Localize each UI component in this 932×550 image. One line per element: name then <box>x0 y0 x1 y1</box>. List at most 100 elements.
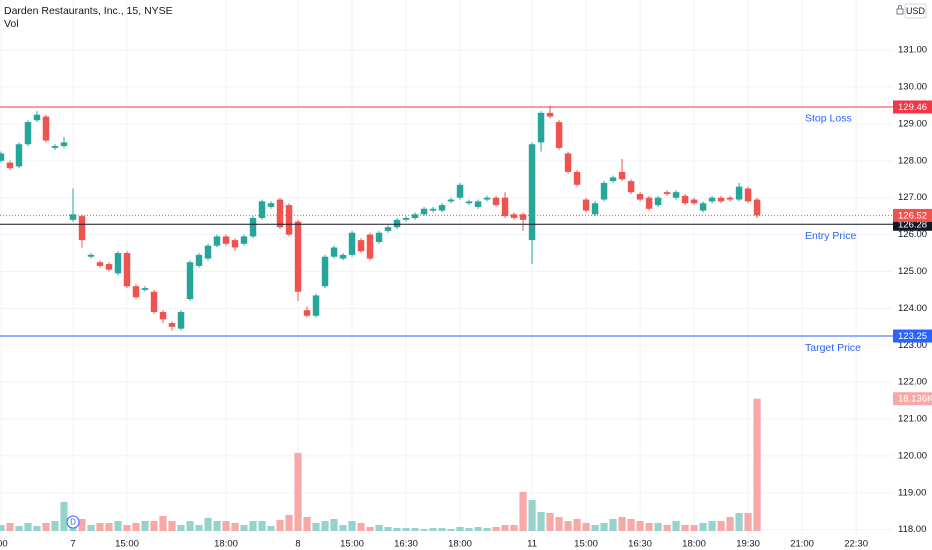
candle-body <box>105 264 113 270</box>
volume-bar <box>582 522 590 531</box>
volume-bar <box>168 521 176 531</box>
dividend-label: D <box>70 518 76 527</box>
volume-bar <box>312 522 320 531</box>
candle-body <box>519 214 527 220</box>
volume-bar <box>474 526 482 531</box>
x-tick-label: 18:00 <box>682 539 706 550</box>
volume-bar <box>159 515 167 531</box>
candle-body <box>0 153 5 161</box>
volume-bar <box>186 521 194 531</box>
volume-bar <box>672 521 680 531</box>
volume-bar <box>204 517 212 531</box>
level-label: Entry Price <box>805 230 857 242</box>
volume-bar <box>285 514 293 531</box>
candle-body <box>546 112 554 117</box>
plot-area: Stop Loss Entry Price Target Price <box>0 105 893 531</box>
volume-bar <box>546 512 554 531</box>
candle-body <box>42 116 50 141</box>
currency-label[interactable]: USD <box>906 6 926 16</box>
volume-bar <box>645 522 653 531</box>
x-tick-label: 19:30 <box>736 539 760 550</box>
candle-body <box>663 192 671 195</box>
x-tick-label: 7 <box>70 539 75 550</box>
volume-bar <box>402 528 410 531</box>
candle-body <box>249 217 257 237</box>
y-tick-label: 125.00 <box>898 266 927 277</box>
candle-body <box>348 232 356 255</box>
candle-body <box>312 295 320 316</box>
currency-box[interactable] <box>904 3 927 19</box>
candle-body <box>114 253 122 274</box>
volume-bar <box>150 521 158 531</box>
volume-bar <box>591 525 599 531</box>
candle-body <box>393 219 401 228</box>
volume-bar <box>15 525 23 531</box>
volume-bar <box>195 525 203 531</box>
volume-bar <box>573 518 581 531</box>
volume-bar <box>654 522 662 531</box>
candle-body <box>51 146 59 148</box>
volume-bar <box>663 525 671 531</box>
chart-title: Darden Restaurants, Inc., 15, NYSE <box>4 5 173 17</box>
candle-body <box>672 192 680 198</box>
candle-body <box>699 203 707 211</box>
volume-bar <box>231 522 239 531</box>
volume-bar <box>339 525 347 531</box>
candle-body <box>132 286 140 298</box>
volume-bar <box>483 528 491 531</box>
level-tag: 126.28 <box>898 219 927 230</box>
volume-bar <box>627 518 635 531</box>
volume-bar <box>213 521 221 531</box>
candle-body <box>708 197 716 202</box>
candle-body <box>231 240 239 248</box>
level-tag-box <box>893 100 932 114</box>
volume-bar <box>330 518 338 531</box>
candle-body <box>564 153 572 172</box>
volume-bar <box>24 522 32 531</box>
candle-body <box>537 112 545 143</box>
candle-body <box>240 236 248 244</box>
y-tick-label: 127.00 <box>898 192 927 203</box>
y-tick-label: 131.00 <box>898 45 927 56</box>
volume-bar <box>447 529 455 531</box>
candle-body <box>87 254 95 257</box>
candle-body <box>528 144 536 241</box>
candle-body <box>618 171 626 180</box>
candle-body <box>330 247 338 257</box>
volume-bar <box>420 529 428 531</box>
volume-bar <box>618 516 626 531</box>
candle-body <box>285 205 293 235</box>
x-tick-label: 18:00 <box>214 539 238 550</box>
dividend-marker[interactable] <box>66 515 80 529</box>
candle-body <box>168 323 176 327</box>
candle-body <box>78 216 86 241</box>
candle-body <box>384 227 392 231</box>
candle-body <box>339 254 347 259</box>
y-tick-label: 124.00 <box>898 303 927 314</box>
x-tick-label: 18:00 <box>448 539 472 550</box>
volume-bar <box>348 521 356 531</box>
volume-bar <box>501 525 509 531</box>
grid <box>0 0 893 540</box>
candle-body <box>492 197 500 206</box>
volume-bar <box>177 525 185 531</box>
volume-bar <box>60 501 68 531</box>
candle-body <box>411 214 419 218</box>
x-tick-label: 8 <box>295 539 300 550</box>
candle-body <box>267 203 275 207</box>
candle-body <box>60 142 68 147</box>
candle-body <box>690 199 698 204</box>
candle-body <box>366 234 374 259</box>
candle-body <box>429 208 437 211</box>
volume-bar <box>114 521 122 531</box>
level-tag: 129.46 <box>898 102 927 113</box>
volume-bar <box>564 521 572 531</box>
candle-body <box>420 208 428 215</box>
volume-bar <box>276 519 284 531</box>
x-tick-label: 16:30 <box>394 539 418 550</box>
volume-bar <box>429 528 437 531</box>
volume-bar <box>78 518 86 531</box>
volume-bar <box>6 522 14 531</box>
